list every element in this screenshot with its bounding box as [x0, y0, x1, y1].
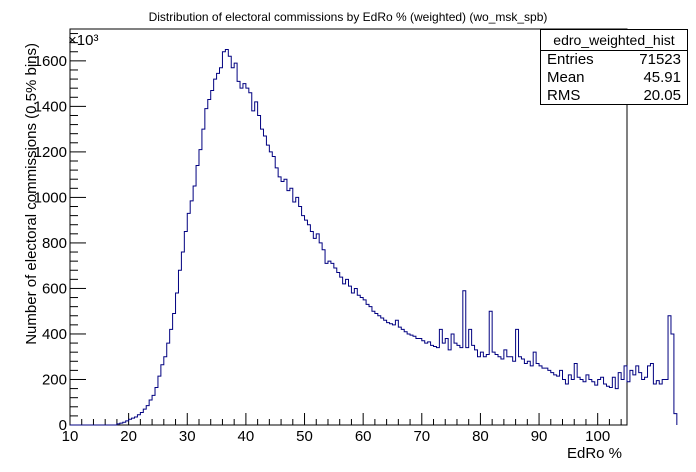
x-tick-label: 60: [355, 428, 372, 445]
y-tick-label: 1600: [34, 53, 67, 70]
stats-box: edro_weighted_hist Entries 71523 Mean 45…: [540, 29, 688, 105]
stats-row-rms: RMS 20.05: [541, 87, 687, 105]
stats-title: edro_weighted_hist: [541, 30, 687, 51]
plot-frame: [69, 28, 628, 426]
y-tick-label: 400: [42, 326, 67, 343]
stats-rms-value: 20.05: [643, 87, 681, 104]
y-tick-label: 600: [42, 280, 67, 297]
stats-entries-value: 71523: [639, 51, 681, 68]
y-tick-label: 1200: [34, 144, 67, 161]
x-tick-label: 80: [472, 428, 489, 445]
y-multiplier-label: ×10³: [68, 32, 98, 49]
stats-mean-value: 45.91: [643, 69, 681, 86]
chart-title: Distribution of electoral commissions by…: [149, 10, 548, 24]
stats-entries-label: Entries: [547, 51, 594, 68]
stats-rms-label: RMS: [547, 87, 581, 104]
y-axis-label: Number of electoral commissions (0.5% bi…: [23, 43, 40, 345]
y-tick-label: 1000: [34, 189, 67, 206]
stats-row-entries: Entries 71523: [541, 51, 687, 69]
y-tick-label: 200: [42, 371, 67, 388]
x-tick-label: 90: [531, 428, 548, 445]
y-tick-label: 800: [42, 235, 67, 252]
y-tick-labels: 0 200 400 600 800 1000 1200 1400 1600: [34, 53, 67, 434]
x-tick-labels: 10 20 30 40 50 60 70 80 90 100: [62, 428, 611, 445]
x-tick-label: 10: [62, 428, 79, 445]
y-tick-label: 0: [59, 417, 67, 434]
x-tick-label: 50: [296, 428, 313, 445]
axis-ticks: [69, 33, 622, 426]
x-tick-label: 100: [585, 428, 610, 445]
x-tick-label: 40: [238, 428, 255, 445]
x-tick-label: 20: [120, 428, 137, 445]
x-axis-label: EdRo %: [567, 445, 622, 462]
x-tick-label: 30: [179, 428, 196, 445]
stats-row-mean: Mean 45.91: [541, 69, 687, 87]
x-tick-label: 70: [413, 428, 430, 445]
histogram-line: [70, 48, 678, 426]
stats-mean-label: Mean: [547, 69, 585, 86]
y-tick-label: 1400: [34, 98, 67, 115]
